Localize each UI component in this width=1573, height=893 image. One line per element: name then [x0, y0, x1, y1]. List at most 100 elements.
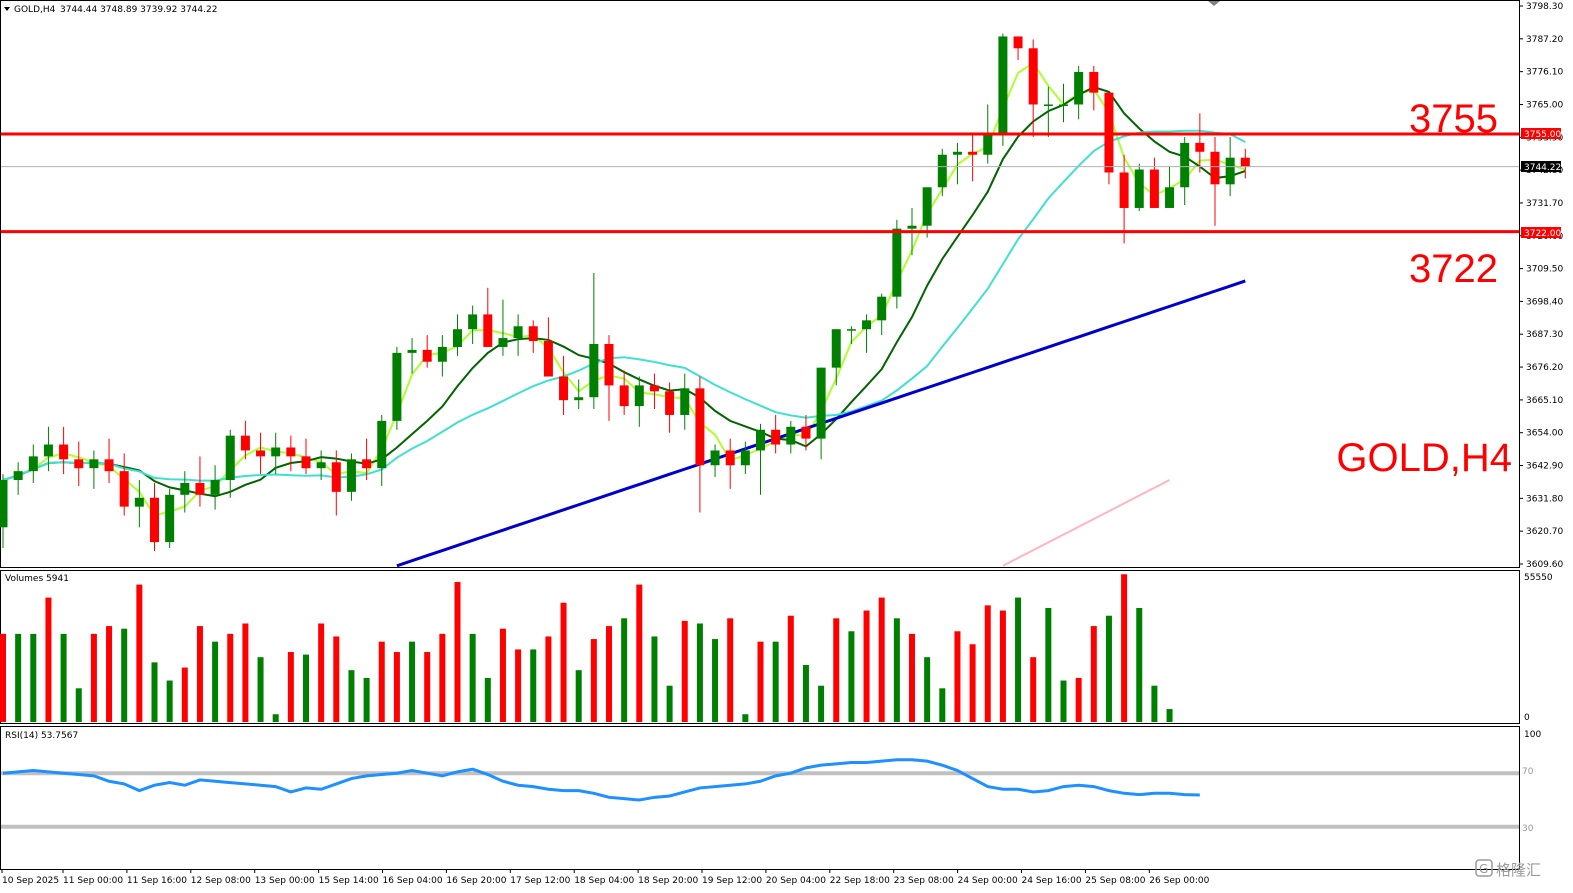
price-tick-label: 3698.40	[1526, 297, 1563, 307]
candle-body	[407, 349, 417, 353]
candle-body	[1074, 71, 1084, 105]
volume-bar	[1075, 677, 1082, 722]
candle-body	[1240, 157, 1250, 167]
candle-body	[831, 329, 841, 368]
price-tick-label: 3776.10	[1526, 68, 1563, 78]
watermark-text: 格隆汇	[1496, 861, 1541, 879]
volume-bar	[530, 649, 537, 722]
symbol-label: GOLD,H4	[14, 5, 56, 15]
volume-bar	[75, 688, 82, 722]
volume-bar	[696, 623, 703, 722]
volume-bar	[15, 633, 22, 722]
price-tick-label: 3654.00	[1526, 429, 1563, 439]
volume-bar	[575, 670, 582, 722]
time-tick-label: 16 Sep 20:00	[446, 876, 506, 886]
lower-level-annotation: 3722	[1409, 247, 1498, 291]
candle-body	[907, 225, 917, 229]
shift-marker-icon[interactable]	[1208, 1, 1220, 6]
candle-body	[256, 450, 266, 457]
candle-body	[240, 435, 250, 451]
volume-bar	[727, 618, 734, 722]
candle-body	[801, 426, 811, 439]
volume-bar	[1015, 597, 1022, 722]
moving-averages	[2, 61, 1246, 568]
candle-body	[13, 471, 23, 481]
volume-bar	[863, 610, 870, 722]
ma-longest-line	[1002, 479, 1171, 567]
volume-bar	[924, 657, 931, 722]
candle-body	[1195, 142, 1205, 152]
candle-body	[604, 343, 614, 386]
candle-body	[665, 391, 675, 415]
volume-bar	[196, 626, 203, 722]
volume-bar	[212, 641, 219, 722]
volume-bar	[878, 597, 885, 722]
price-tick-label: 3642.90	[1526, 462, 1563, 472]
candle-body	[862, 320, 872, 330]
volume-bar	[954, 631, 961, 722]
volume-bar	[333, 636, 340, 722]
candle-body	[1119, 172, 1129, 208]
candle-body	[1013, 36, 1023, 49]
candle-body	[513, 326, 523, 339]
candle-body	[180, 482, 190, 495]
candle-body	[225, 435, 235, 481]
volume-bar	[363, 677, 370, 722]
volume-bar	[1121, 574, 1128, 722]
candle-body	[922, 187, 932, 226]
volume-bar	[939, 688, 946, 722]
candle-body	[437, 346, 447, 362]
volume-bar	[545, 636, 552, 722]
volume-bar	[60, 633, 67, 722]
time-tick-label: 24 Sep 16:00	[1022, 876, 1082, 886]
candle-body	[543, 341, 553, 377]
candle-body	[0, 480, 8, 528]
candle-body	[331, 462, 341, 492]
volume-bar	[242, 623, 249, 722]
candle-body	[589, 343, 599, 398]
price-tick-label: 3609.60	[1526, 560, 1563, 570]
candle-body	[649, 385, 659, 392]
candle-body	[362, 459, 372, 469]
candle-body	[1089, 71, 1099, 93]
time-tick-label: 13 Sep 00:00	[255, 876, 315, 886]
candle-body	[119, 471, 129, 507]
candle-body	[104, 459, 114, 472]
time-tick-label: 26 Sep 00:00	[1149, 876, 1209, 886]
volume-bar	[515, 649, 522, 722]
svg-text:G: G	[1479, 862, 1488, 876]
volume-bar	[712, 639, 719, 722]
time-tick-label: 23 Sep 08:00	[894, 876, 954, 886]
volume-bar	[681, 620, 688, 722]
volume-scale-max: 55550	[1524, 573, 1553, 583]
price-tick-label: 3798.30	[1526, 2, 1563, 12]
level-lines	[1, 132, 1519, 234]
candle-body	[210, 480, 220, 495]
volume-bar	[45, 597, 52, 722]
volume-bar	[802, 664, 809, 722]
time-tick-label: 20 Sep 04:00	[766, 876, 826, 886]
lower-level-tag	[1521, 227, 1561, 238]
volume-bar	[151, 662, 158, 722]
volume-bar	[227, 633, 234, 722]
candle-body	[74, 459, 84, 469]
rsi-level-30: 30	[1522, 824, 1534, 834]
candle-body	[937, 154, 947, 188]
volume-bar	[666, 685, 673, 722]
dropdown-arrow-icon[interactable]	[4, 7, 10, 11]
current-price-tag-text: 3744.22	[1524, 163, 1561, 173]
candle-body	[846, 329, 856, 331]
volume-bar	[742, 714, 749, 722]
candle-body	[786, 426, 796, 445]
volume-bar	[636, 584, 643, 722]
volume-bar	[272, 714, 279, 722]
rsi-label: RSI(14) 53.7567	[5, 731, 78, 741]
candle-body	[271, 447, 281, 457]
volume-label: Volumes 5941	[5, 574, 69, 584]
volume-bar	[0, 633, 6, 722]
price-tick-label: 3665.10	[1526, 396, 1563, 406]
candle-body	[619, 385, 629, 407]
volume-bar	[621, 618, 628, 722]
volume-bars	[0, 574, 1173, 722]
volume-bar	[1060, 680, 1067, 722]
